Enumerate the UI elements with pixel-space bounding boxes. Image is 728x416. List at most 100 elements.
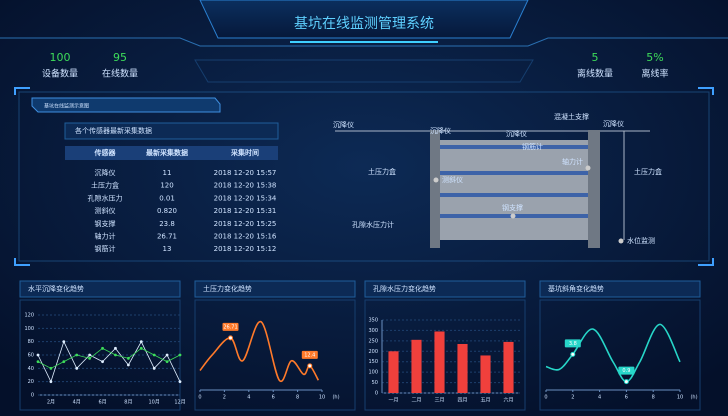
value-label: 12.4 [304, 352, 315, 358]
diagram: 沉降仪 沉降仪 沉降仪 混凝土支撑 沉降仪 钢筋计 轴力计 土压力盒 测斜仪 土… [333, 112, 662, 248]
chart-title: 水平沉降变化趋势 [28, 284, 84, 293]
header-box [199, 0, 529, 39]
stat-label: 设备数量 [42, 68, 78, 80]
value-label: 26.71 [223, 324, 237, 330]
line [199, 320, 320, 383]
point [49, 366, 53, 370]
support [440, 171, 588, 175]
value-label-box [564, 339, 581, 348]
point [75, 353, 79, 357]
diagram-label: 沉降仪 [333, 120, 354, 129]
diagram-label: 水位监测 [627, 236, 655, 245]
table-cell: 2018 12-20 15:34 [214, 194, 277, 202]
main-panel [18, 91, 710, 262]
table-cell: 0.01 [159, 194, 175, 202]
point [307, 363, 313, 369]
bar [503, 341, 514, 393]
chart-panel [364, 299, 526, 411]
x-tick-label: 8 [652, 395, 655, 401]
diagram-label: 土压力盒 [368, 167, 396, 176]
sensor-dot [618, 238, 624, 244]
diagram-label: 混凝土支撑 [554, 112, 589, 121]
point [228, 335, 233, 341]
line [37, 347, 181, 369]
x-tick-label: 一月 [388, 398, 398, 404]
point [178, 380, 182, 384]
y-tick-label: 100 [24, 326, 34, 332]
pit [438, 140, 590, 240]
point [623, 379, 629, 385]
value-label: 0.9 [622, 368, 630, 374]
point [101, 360, 104, 364]
diagram-label: 轴力计 [562, 157, 583, 166]
x-tick-label: 二月 [411, 398, 421, 404]
chart-panel [539, 299, 701, 411]
stat-value: 95 [113, 51, 127, 64]
x-tick-label: 6 [272, 395, 275, 401]
title: 基坑在线监测管理系统 [294, 15, 434, 32]
x-tick-label: 4 [598, 395, 601, 401]
line [37, 340, 181, 383]
right-wall [588, 130, 600, 248]
x-tick-label: 2 [223, 395, 226, 401]
panel-corners [14, 87, 714, 266]
x-tick-label: 三月 [434, 398, 444, 404]
diagram-label: 钢筋计 [522, 142, 543, 151]
header-line [0, 37, 728, 47]
y-tick-label: 120 [24, 313, 34, 319]
sensor-dot [433, 177, 439, 183]
y-tick-label: 40 [28, 366, 34, 372]
point [165, 353, 169, 357]
y-tick-label: 0 [375, 391, 378, 397]
point [570, 351, 576, 357]
stat-label: 离线率 [641, 68, 668, 80]
x-tick-label: 10月 [148, 400, 159, 406]
table-cell: 钢支撑 [95, 219, 116, 228]
table-cell: 轴力计 [95, 232, 116, 241]
bar [434, 331, 445, 393]
point [101, 346, 104, 350]
table-header-cell: 采集时间 [230, 148, 259, 157]
x-tick-label: 6月 [98, 400, 106, 406]
diagram-label: 钢支撑 [502, 203, 523, 212]
tab [31, 97, 221, 113]
point [152, 366, 156, 370]
diagram-label: 孔隙水压力计 [352, 220, 394, 229]
support [440, 193, 588, 197]
diagram-label: 测斜仪 [442, 175, 463, 184]
point [126, 363, 130, 367]
table-cell: 2018 12-20 15:16 [214, 233, 277, 241]
point [88, 353, 92, 357]
bar [480, 355, 491, 393]
value-label-box [222, 322, 239, 331]
diagram-label: 沉降仪 [603, 119, 624, 128]
table-cell: 13 [163, 245, 172, 253]
y-tick-label: 300 [368, 328, 378, 334]
x-axis-label: (h) [690, 395, 697, 401]
y-tick-label: 250 [368, 338, 378, 344]
y-tick-label: 100 [368, 370, 378, 376]
point [36, 353, 40, 357]
diagram-label: 沉降仪 [506, 129, 527, 138]
table-header-cell: 传感器 [94, 148, 117, 157]
table-header-cell: 最新采集数据 [146, 148, 188, 157]
table-cell: 2018 12-20 15:25 [214, 220, 277, 228]
y-tick-label: 50 [372, 380, 378, 386]
bar [411, 339, 422, 393]
table-cell: 沉降仪 [95, 168, 116, 177]
chart-title-box [539, 280, 701, 298]
value-label-box [618, 366, 635, 375]
table-cell: 孔隙水压力 [88, 193, 123, 202]
stat-label: 离线数量 [577, 68, 613, 80]
y-tick-label: 150 [368, 359, 378, 365]
chart-title-box [194, 280, 356, 298]
point [49, 380, 53, 384]
tab-label: 基坑在线监测示意图 [44, 103, 89, 110]
table-cell: 23.8 [159, 220, 175, 228]
table-header [65, 146, 278, 160]
stat-value: 5 [592, 51, 599, 64]
point [139, 340, 143, 344]
x-tick-label: 10 [319, 395, 325, 401]
